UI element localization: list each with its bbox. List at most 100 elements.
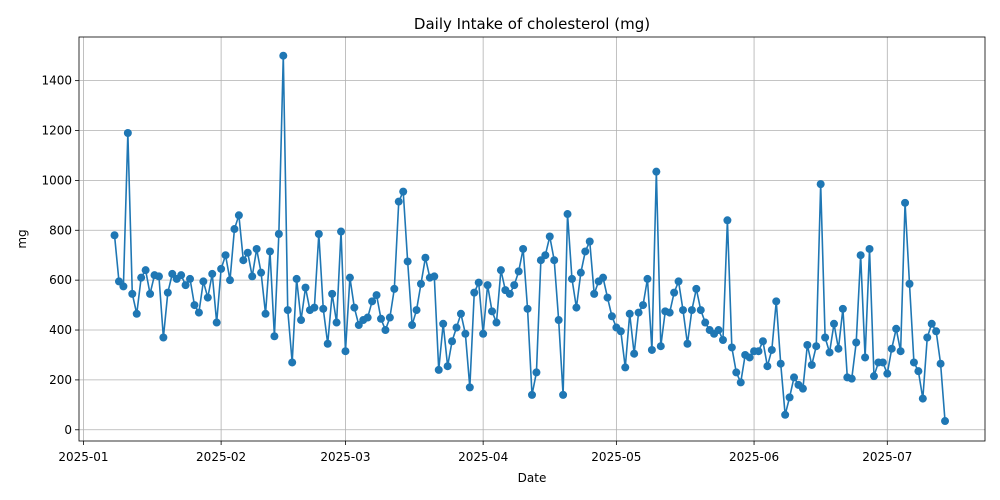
x-tick-label: 2025-01 — [58, 450, 108, 464]
data-point — [856, 251, 865, 260]
y-tick-label: 1200 — [41, 124, 72, 138]
data-point — [696, 306, 705, 315]
data-point — [492, 318, 501, 327]
data-point — [585, 237, 594, 246]
data-point — [887, 344, 896, 353]
data-point — [803, 340, 812, 349]
data-point — [434, 365, 443, 374]
data-point — [545, 232, 554, 241]
data-point — [199, 277, 208, 286]
data-point — [927, 319, 936, 328]
y-tick-label: 1000 — [41, 173, 72, 187]
data-point — [776, 359, 785, 368]
data-point — [634, 308, 643, 317]
data-point — [345, 273, 354, 282]
data-point — [607, 312, 616, 321]
data-point — [692, 284, 701, 293]
data-point — [181, 281, 190, 290]
data-point — [123, 129, 132, 138]
data-point — [177, 271, 186, 280]
data-point — [714, 326, 723, 335]
data-point — [861, 353, 870, 362]
data-point — [643, 274, 652, 283]
data-point — [448, 337, 457, 346]
data-point — [616, 327, 625, 336]
data-point — [754, 347, 763, 356]
data-point — [350, 303, 359, 312]
data-point — [217, 264, 226, 273]
data-point — [363, 313, 372, 322]
data-point — [674, 277, 683, 286]
data-point — [323, 339, 332, 348]
data-point — [119, 282, 128, 291]
data-point — [621, 363, 630, 372]
data-point — [203, 293, 212, 302]
y-tick-label: 0 — [64, 423, 72, 437]
data-point — [932, 327, 941, 336]
x-tick-label: 2025-05 — [591, 450, 641, 464]
data-point — [252, 244, 261, 253]
data-point — [523, 304, 532, 313]
data-point — [914, 367, 923, 376]
data-point — [825, 348, 834, 357]
data-point — [381, 326, 390, 335]
data-point — [510, 281, 519, 290]
data-point — [896, 347, 905, 356]
data-point — [301, 283, 310, 292]
data-point — [341, 347, 350, 356]
y-tick-label: 400 — [49, 323, 72, 337]
data-point — [625, 309, 634, 318]
data-point — [581, 247, 590, 256]
data-point — [208, 269, 217, 278]
data-point — [830, 319, 838, 328]
data-point — [821, 333, 830, 342]
data-point — [159, 333, 168, 342]
data-point — [421, 253, 430, 262]
data-point — [767, 345, 776, 354]
data-point — [230, 225, 239, 234]
data-point — [292, 274, 301, 283]
data-point — [257, 268, 266, 277]
data-point — [394, 197, 403, 206]
data-point — [319, 304, 328, 313]
data-point — [816, 180, 825, 189]
data-point — [590, 289, 599, 298]
data-point — [639, 301, 648, 310]
data-point — [461, 329, 470, 338]
data-point — [439, 319, 448, 328]
data-point — [572, 303, 581, 312]
data-point — [630, 349, 639, 358]
data-point — [550, 256, 559, 265]
plot-frame — [78, 36, 986, 442]
data-point — [599, 273, 608, 282]
data-point — [745, 353, 754, 362]
data-point — [701, 318, 710, 327]
data-point — [869, 372, 878, 381]
data-point — [519, 244, 528, 253]
data-point — [270, 332, 279, 341]
x-tick-label: 2025-03 — [320, 450, 370, 464]
data-point — [456, 309, 465, 318]
data-point — [470, 288, 479, 297]
data-point — [852, 338, 861, 347]
data-point — [328, 289, 337, 298]
chart-title: Daily Intake of cholesterol (mg) — [414, 15, 650, 33]
data-point — [736, 378, 745, 387]
data-point — [941, 417, 950, 426]
data-point — [390, 284, 399, 293]
data-point — [559, 390, 568, 399]
data-point — [265, 247, 274, 256]
data-point — [541, 251, 550, 260]
data-point — [718, 336, 727, 344]
data-point — [154, 272, 163, 281]
data-point — [647, 345, 656, 354]
axis-ticks: 2025-01 2025-02 2025-03 2025-04 2025-05 2025-… — [41, 74, 912, 464]
y-axis-label: mg — [15, 229, 29, 248]
data-point — [452, 323, 461, 332]
data-point — [936, 359, 945, 368]
data-point — [496, 266, 505, 275]
data-point — [399, 187, 408, 196]
data-point — [332, 318, 341, 327]
data-point — [905, 279, 914, 288]
